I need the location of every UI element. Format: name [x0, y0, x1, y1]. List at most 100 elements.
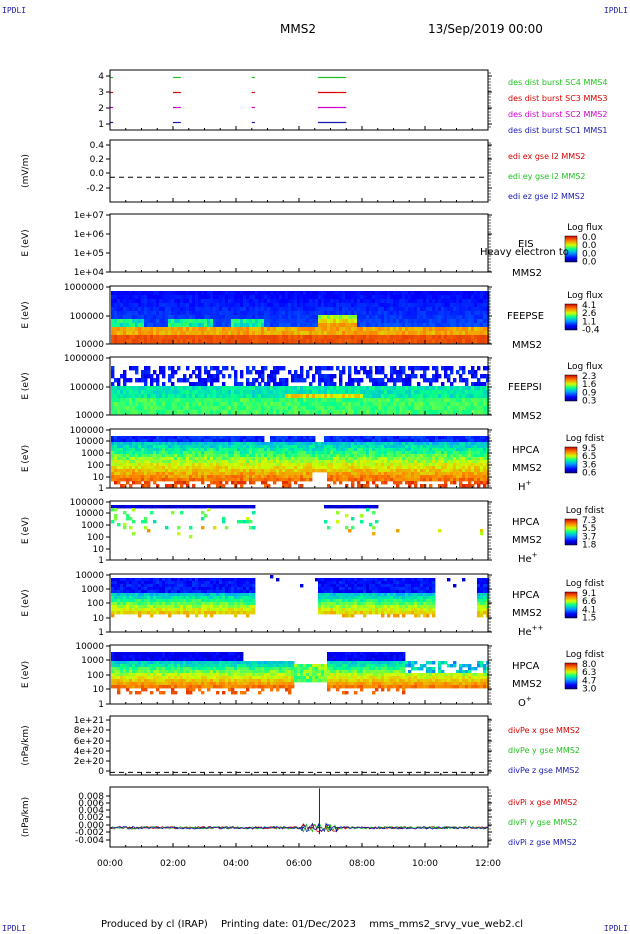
feepse-cell — [195, 319, 199, 324]
feepse-cell — [441, 315, 445, 320]
hpca-h-cell — [204, 472, 208, 476]
feepsi-cell — [129, 366, 133, 371]
feepsi-cell — [285, 406, 289, 411]
hpca-h-cell — [192, 451, 196, 455]
hpca-h-cell — [153, 478, 157, 482]
feepse-cell — [147, 307, 151, 312]
feepse-cell — [384, 331, 388, 336]
hpca-h-cell — [204, 454, 208, 458]
feepsi-cell — [378, 398, 382, 403]
hpca-h-cell — [141, 439, 145, 443]
feepse-cell — [435, 311, 439, 316]
hpca-h-cell — [285, 448, 289, 452]
hpca-h-cell — [192, 478, 196, 482]
feepsi-cell — [255, 390, 259, 395]
feepsi-cell — [441, 390, 445, 395]
feepsi-cell — [438, 374, 442, 379]
hpca-h-cell — [468, 469, 472, 473]
hpca-h-cell — [264, 469, 268, 473]
hpca-h-cell — [483, 475, 487, 479]
feepse-cell — [288, 295, 292, 300]
hpca-h-cell — [123, 478, 127, 482]
hpca-h-cell — [396, 475, 400, 479]
feepsi-cell — [348, 378, 352, 383]
feepse-cell — [444, 295, 448, 300]
feepsi-cell — [438, 398, 442, 403]
hpca-h-cell — [120, 475, 124, 479]
hpca-h-cell — [282, 466, 286, 470]
hpca-h-cell — [255, 451, 259, 455]
feepsi-cell — [300, 386, 304, 391]
feepsi-cell — [234, 406, 238, 411]
hpca-h-cell — [459, 478, 463, 482]
hpca-h-cell — [375, 454, 379, 458]
hpca-h-cell — [186, 466, 190, 470]
feepsi-cell — [396, 378, 400, 383]
hpca-h-cell — [237, 478, 241, 482]
feepse-cell — [300, 339, 304, 344]
feepse-cell — [345, 295, 349, 300]
hpca-h-cell — [372, 460, 376, 464]
feepse-cell — [123, 327, 127, 332]
hpca-h-cell — [459, 442, 463, 446]
hpca-h-cell — [438, 442, 442, 446]
feepse-cell — [117, 307, 121, 312]
feepsi-cell — [417, 402, 421, 407]
feepsi-cell — [393, 382, 397, 387]
feepse-cell — [408, 307, 412, 312]
feepse-cell — [282, 295, 286, 300]
feepse-cell — [288, 331, 292, 336]
hpca-h-cell — [267, 475, 271, 479]
feepsi-cell — [189, 386, 193, 391]
feepse-cell — [174, 323, 178, 328]
feepsi-cell — [351, 394, 355, 399]
feepsi-cell — [300, 374, 304, 379]
hpca-h-cell — [267, 457, 271, 461]
feepse-cell — [321, 319, 325, 324]
feepsi-cell — [171, 370, 175, 375]
hpca-h-cell — [396, 457, 400, 461]
hpca-h-cell — [207, 445, 211, 449]
hpca-h-cell — [393, 463, 397, 467]
feepse-cell — [165, 307, 169, 312]
feepsi-cell — [321, 410, 325, 415]
hpca-h-cell — [147, 478, 151, 482]
feepse-cell — [351, 299, 355, 304]
feepse-cell — [411, 323, 415, 328]
hpca-h-cell — [183, 460, 187, 464]
feepsi-cell — [273, 378, 277, 383]
feepse-cell — [468, 335, 472, 340]
feepsi-cell — [438, 394, 442, 399]
feepse-cell — [357, 311, 361, 316]
hpca-h-cell — [408, 442, 412, 446]
feepsi-cell — [273, 402, 277, 407]
hpca-h-cell — [216, 457, 220, 461]
feepsi-cell — [432, 366, 436, 371]
hpca-h-cell — [324, 469, 328, 473]
feepse-cell — [450, 319, 454, 324]
feepsi-cell — [372, 382, 376, 387]
feepse-cell — [120, 319, 124, 324]
feepse-cell — [228, 303, 232, 308]
feepsi-cell — [249, 386, 253, 391]
feepse-cell — [483, 339, 487, 344]
feepse-cell — [393, 295, 397, 300]
hpca-he-cell — [357, 505, 361, 509]
feepse-cell — [471, 291, 475, 296]
feepse-cell — [312, 339, 316, 344]
hpca-h-cell — [402, 436, 406, 440]
feepse-cell — [291, 331, 295, 336]
feepse-cell — [453, 299, 457, 304]
feepsi-cell — [174, 406, 178, 411]
feepse-cell — [150, 335, 154, 340]
hpca-h-cell — [315, 448, 319, 452]
feepsi-cell — [396, 370, 400, 375]
hpca-h-cell — [396, 460, 400, 464]
feepsi-cell — [327, 394, 331, 399]
hpca-h-cell — [375, 478, 379, 482]
hpca-h-cell — [297, 466, 301, 470]
hpca-h-cell — [306, 463, 310, 467]
feepsi-cell — [153, 390, 157, 395]
feepsi-cell — [447, 386, 451, 391]
feepse-cell — [372, 331, 376, 336]
